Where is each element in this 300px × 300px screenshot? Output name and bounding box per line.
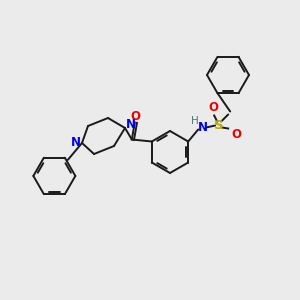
- Text: N: N: [126, 118, 136, 131]
- Text: O: O: [208, 101, 218, 114]
- Text: S: S: [214, 119, 224, 132]
- Text: N: N: [198, 121, 208, 134]
- Text: O: O: [131, 110, 141, 123]
- Text: O: O: [231, 128, 241, 141]
- Text: N: N: [71, 136, 81, 148]
- Text: H: H: [191, 116, 199, 127]
